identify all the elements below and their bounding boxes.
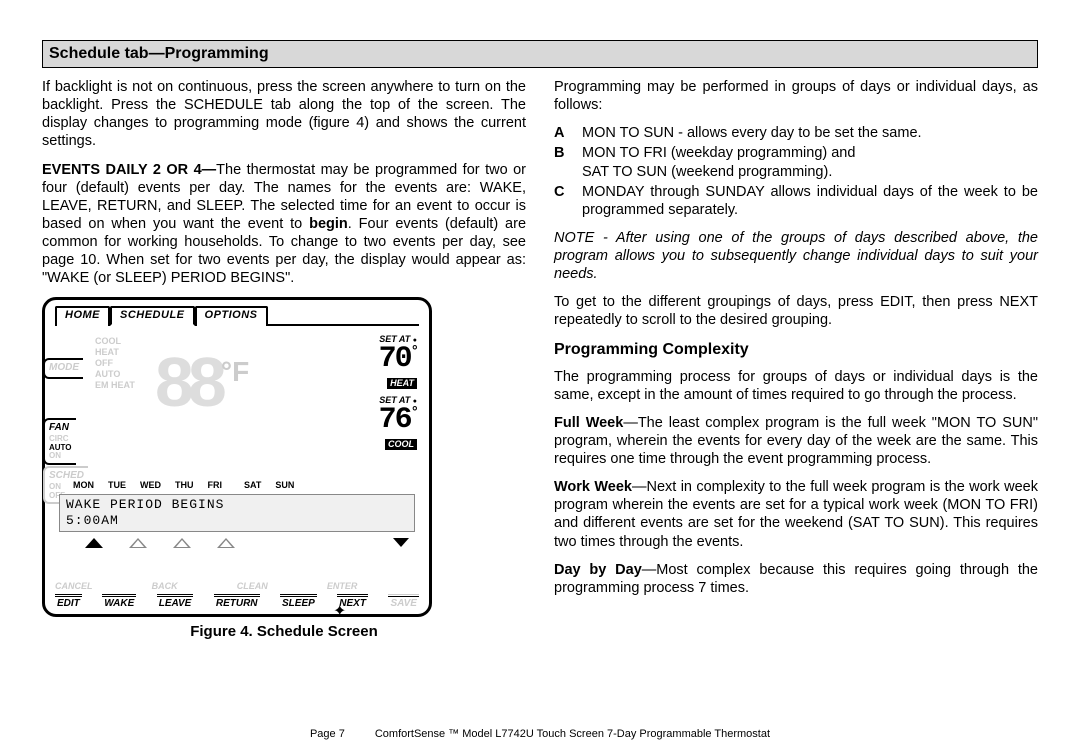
begin-bold: begin — [309, 216, 348, 232]
tab-home[interactable]: HOME — [55, 306, 110, 326]
note-paragraph: NOTE - After using one of the groups of … — [554, 229, 1038, 283]
tap-indicator-icon: ✦ — [333, 607, 346, 617]
mode-list: COOL HEAT OFF AUTO EM HEAT — [95, 336, 135, 390]
current-temp: 88°F — [155, 354, 249, 411]
setpoints: SET AT ● 70° HEAT SET AT ● 76° COOL — [327, 334, 417, 452]
intro-paragraph: If backlight is not on continuous, press… — [42, 78, 526, 151]
right-column: Programming may be performed in groups o… — [554, 78, 1038, 642]
save-button[interactable]: SAVE — [388, 596, 419, 611]
list-item-b: BMON TO FRI (weekday programming) andSAT… — [554, 144, 1038, 180]
complexity-intro: The programming process for groups of da… — [554, 368, 1038, 404]
footer-info: ComfortSense ™ Model L7742U Touch Screen… — [375, 728, 770, 742]
leave-button[interactable]: LEAVE — [157, 596, 194, 611]
events-paragraph: EVENTS DAILY 2 OR 4—The thermostat may b… — [42, 161, 526, 288]
section-header: Schedule tab—Programming — [42, 40, 1038, 68]
edit-next-paragraph: To get to the different groupings of day… — [554, 293, 1038, 329]
mode-button[interactable]: MODE — [43, 358, 83, 379]
bottom-buttons: EDIT WAKE LEAVE RETURN SLEEP NEXT SAVE — [55, 596, 419, 611]
arrow-down-icon[interactable] — [393, 538, 409, 547]
content-columns: If backlight is not on continuous, press… — [42, 78, 1038, 642]
day-by-day-paragraph: Day by Day—Most complex because this req… — [554, 561, 1038, 597]
left-column: If backlight is not on continuous, press… — [42, 78, 526, 642]
fan-button[interactable]: FAN CIRC AUTO ON — [43, 418, 76, 465]
full-week-paragraph: Full Week—The least complex program is t… — [554, 414, 1038, 468]
tab-options[interactable]: OPTIONS — [195, 306, 268, 326]
sleep-button[interactable]: SLEEP — [280, 596, 317, 611]
arrow-up-outline-icon[interactable] — [173, 538, 191, 548]
arrow-row — [85, 538, 419, 548]
figure-caption: Figure 4. Schedule Screen — [42, 623, 526, 642]
arrow-up-outline-icon[interactable] — [129, 538, 147, 548]
wake-button[interactable]: WAKE — [102, 596, 136, 611]
page-footer: Page 7 ComfortSense ™ Model L7742U Touch… — [0, 728, 1080, 742]
complexity-heading: Programming Complexity — [554, 340, 1038, 360]
thermostat-screen: HOME SCHEDULE OPTIONS COOL HEAT OFF AUTO… — [42, 297, 432, 617]
group-intro: Programming may be performed in groups o… — [554, 78, 1038, 114]
days-row: MONTUEWEDTHUFRISATSUN — [73, 480, 419, 491]
list-item-a: AMON TO SUN - allows every day to be set… — [554, 124, 1038, 142]
arrow-up-icon[interactable] — [85, 538, 103, 548]
arrow-up-outline-icon[interactable] — [217, 538, 235, 548]
list-item-c: CMONDAY through SUNDAY allows individual… — [554, 183, 1038, 219]
edit-button[interactable]: EDIT — [55, 596, 82, 611]
tab-schedule[interactable]: SCHEDULE — [110, 306, 195, 326]
figure-4: HOME SCHEDULE OPTIONS COOL HEAT OFF AUTO… — [42, 297, 526, 642]
events-bold: EVENTS DAILY 2 OR 4— — [42, 162, 216, 178]
message-box: WAKE PERIOD BEGINS 5:00AM — [59, 494, 415, 533]
return-button[interactable]: RETURN — [214, 596, 260, 611]
work-week-paragraph: Work Week—Next in complexity to the full… — [554, 478, 1038, 551]
bottom-faded-labels: CANCEL BACK CLEAN ENTER — [55, 581, 419, 592]
page-number: Page 7 — [310, 728, 345, 742]
